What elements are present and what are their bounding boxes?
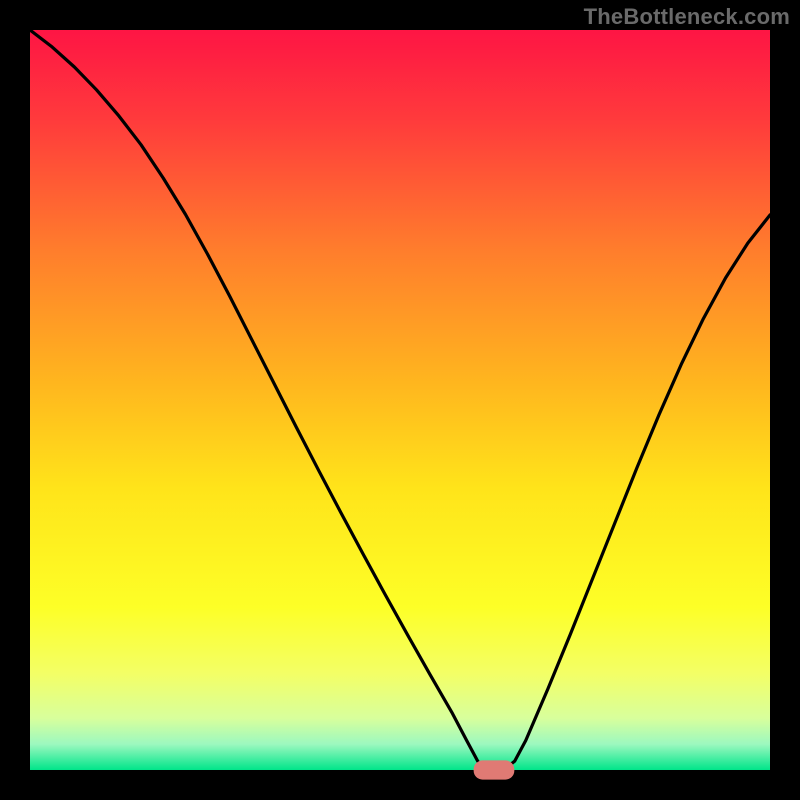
bottleneck-chart [0, 0, 800, 800]
optimal-marker [474, 760, 515, 779]
watermark-text: TheBottleneck.com [584, 4, 790, 30]
chart-container: TheBottleneck.com [0, 0, 800, 800]
chart-gradient-background [30, 30, 770, 770]
